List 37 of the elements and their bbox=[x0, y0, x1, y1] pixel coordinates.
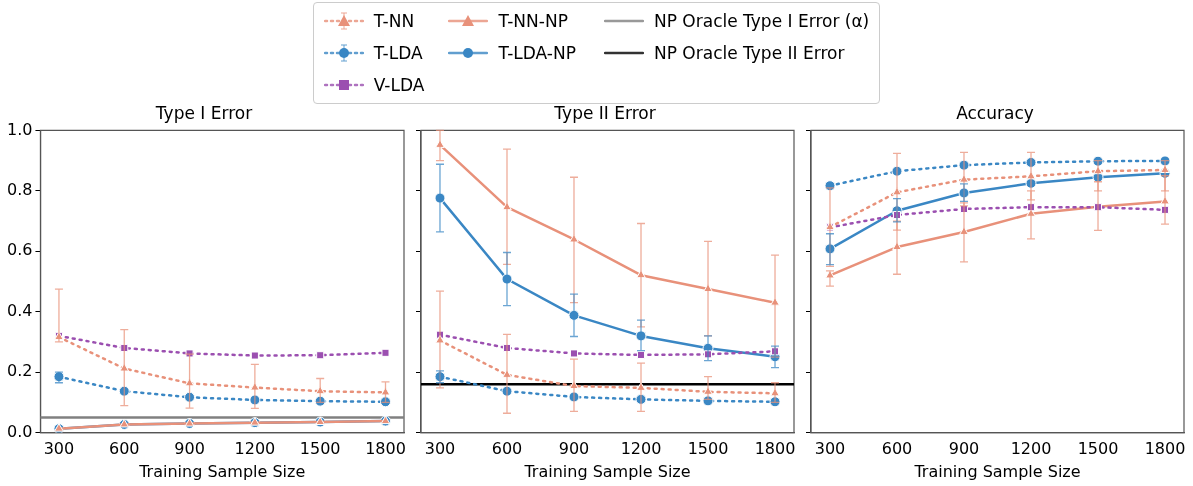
x-tick-label: 600 bbox=[108, 439, 140, 459]
x-tick-label: 300 bbox=[424, 439, 456, 459]
x-axis-title: Training Sample Size bbox=[523, 461, 691, 481]
x-tick-label: 1800 bbox=[365, 439, 406, 459]
chart-title: Accuracy bbox=[956, 102, 1034, 123]
x-axis-title: Training Sample Size bbox=[138, 461, 306, 481]
y-tick-label: 0.4 bbox=[6, 300, 33, 320]
chart-title: Type I Error bbox=[154, 102, 253, 123]
x-tick-label: 1200 bbox=[1010, 439, 1052, 459]
x-tick-label: 1800 bbox=[754, 439, 796, 459]
y-tick-label: 0.6 bbox=[6, 240, 33, 260]
x-axis-title: Training Sample Size bbox=[913, 461, 1081, 481]
y-tick-label: 0.0 bbox=[6, 421, 33, 441]
x-tick-label: 1200 bbox=[620, 439, 662, 459]
chart-title: Type II Error bbox=[553, 102, 656, 123]
x-tick-label: 900 bbox=[948, 439, 980, 459]
x-tick-label: 900 bbox=[558, 439, 590, 459]
x-tick-label: 600 bbox=[881, 439, 913, 459]
x-tick-label: 600 bbox=[491, 439, 523, 459]
x-tick-label: 300 bbox=[43, 439, 75, 459]
y-tick-label: 0.2 bbox=[6, 361, 33, 381]
x-tick-label: 300 bbox=[814, 439, 846, 459]
legend-label: NP Oracle Type II Error bbox=[653, 43, 845, 63]
x-tick-label: 1500 bbox=[687, 439, 729, 459]
legend-label: T-LDA-NP bbox=[498, 43, 576, 63]
x-tick-label: 900 bbox=[174, 439, 205, 459]
x-tick-label: 1500 bbox=[1077, 439, 1119, 459]
x-tick-label: 1500 bbox=[299, 439, 341, 459]
legend-label: V-LDA bbox=[373, 75, 425, 95]
legend-label: NP Oracle Type I Error (α) bbox=[653, 11, 870, 31]
x-tick-label: 1800 bbox=[1144, 439, 1186, 459]
legend-label: T-NN-NP bbox=[498, 11, 568, 31]
y-tick-label: 0.8 bbox=[6, 180, 33, 199]
x-tick-label: 1200 bbox=[234, 439, 276, 459]
legend-label: T-NN bbox=[373, 11, 415, 31]
y-tick-label: 1.0 bbox=[6, 119, 33, 139]
legend-label: T-LDA bbox=[373, 43, 423, 63]
